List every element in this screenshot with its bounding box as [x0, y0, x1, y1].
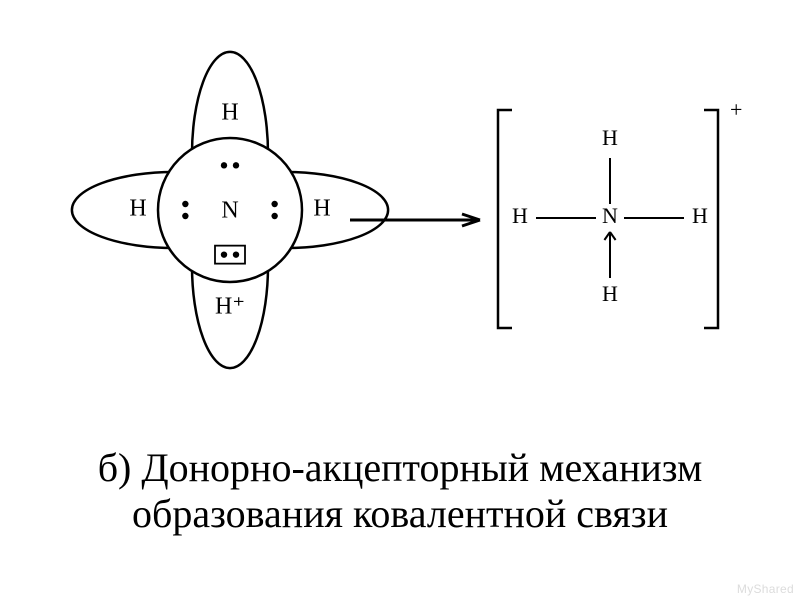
product-h-top-icon: H [602, 125, 618, 150]
caption-text: б) Донорно-акцепторный механизм образова… [0, 445, 800, 537]
petal-label-left: H [129, 196, 146, 222]
ammonium-structure: N H H H H + [498, 97, 742, 328]
product-h-right-icon: H [692, 203, 708, 228]
product-h-left-icon: H [512, 203, 528, 228]
diagram-area: N H H H⁺ H N H H H H + [0, 0, 800, 430]
caption-line-1: б) Донорно-акцепторный механизм [98, 445, 703, 490]
reaction-arrow [350, 214, 480, 226]
petal-label-right: H [313, 196, 330, 222]
watermark-text: MyShared [737, 582, 794, 596]
product-h-bottom-icon: H [602, 281, 618, 306]
petal-label-bottom: H⁺ [215, 294, 245, 320]
caption-line-2: образования ковалентной связи [132, 491, 668, 536]
center-atom-n: N [221, 198, 238, 224]
canvas: N H H H⁺ H N H H H H + б) Донорно-акцепторный меха… [0, 0, 800, 600]
orbital-diagram: N H H H⁺ H [72, 52, 388, 368]
charge-plus-icon: + [730, 97, 742, 122]
chemistry-diagram-svg: N H H H⁺ H N H H H H + [0, 0, 800, 430]
product-center-n: N [602, 203, 618, 228]
petal-label-top: H [221, 100, 238, 126]
